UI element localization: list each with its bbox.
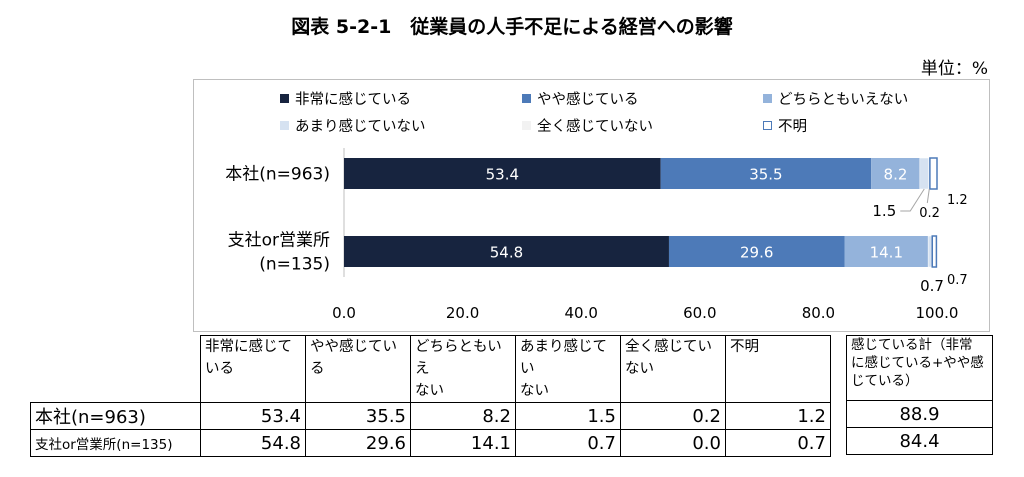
total-cell: 88.9	[846, 400, 993, 428]
bar-segment	[919, 157, 929, 190]
legend-label-6: 不明	[778, 119, 807, 135]
table-row-label: 支社or営業所(n=135)	[30, 429, 201, 457]
legend-item-5: 全く感じていない	[522, 115, 653, 136]
page-title: 図表 5-2-1 従業員の人手不足による経営への影響	[291, 16, 733, 38]
total-row: 84.4	[846, 427, 993, 455]
total-cell: 84.4	[846, 427, 993, 455]
table-cell: 1.5	[515, 402, 621, 430]
table-header-cell: あまり感じてい ない	[515, 335, 621, 403]
table-cell: 14.1	[410, 429, 516, 457]
bar-value-label: 35.5	[749, 166, 782, 184]
chart-frame	[193, 79, 990, 332]
table-cell: 29.6	[305, 429, 411, 457]
bar-segment	[660, 158, 872, 189]
legend-swatch-6	[763, 121, 772, 130]
table-cell: 53.4	[200, 402, 306, 430]
table-header-cell: 全く感じてい ない	[620, 335, 726, 403]
table-row-label: 本社(n=963)	[30, 402, 201, 430]
legend-item-6: 不明	[763, 115, 807, 136]
unit-label: 単位：%	[920, 59, 988, 79]
legend-swatch-4	[280, 121, 289, 130]
total-row: 88.9	[846, 400, 993, 428]
bar-value-label: 29.6	[740, 244, 773, 262]
table-cell: 54.8	[200, 429, 306, 457]
category-label: 本社(n=963)	[225, 165, 330, 185]
bar-value-label: 14.1	[870, 244, 903, 262]
bar-segment	[344, 236, 669, 267]
bar-segment	[844, 236, 929, 267]
table-header-cell: やや感じている	[305, 335, 411, 403]
bar-value-label: 8.2	[884, 166, 908, 184]
data-table: 非常に感じて いる やや感じている どちらともいえ ない あまり感じてい ない 全く感…	[30, 335, 831, 457]
bar-segment	[931, 235, 938, 268]
legend-item-4: あまり感じていない	[280, 115, 426, 136]
table-header-cell: 不明	[725, 335, 831, 403]
x-tick-label: 40.0	[564, 304, 597, 322]
total-header-row: 感じている計（非常 に感じている+やや感 じている）	[846, 335, 993, 401]
outside-value-label: 1.2	[947, 193, 968, 208]
x-tick-label: 100.0	[916, 304, 959, 322]
legend-swatch-5	[522, 121, 531, 130]
legend-item-3: どちらともいえない	[763, 88, 908, 109]
outside-value-label: 0.7	[947, 273, 968, 288]
table-header-row: 非常に感じて いる やや感じている どちらともいえ ない あまり感じてい ない 全く感…	[31, 335, 831, 403]
legend-label-1: 非常に感じている	[295, 92, 411, 108]
legend-swatch-1	[280, 94, 289, 103]
x-tick-label: 60.0	[683, 304, 716, 322]
table-cell: 0.7	[515, 429, 621, 457]
table-cell: 1.2	[725, 402, 831, 430]
legend-item-2: やや感じている	[522, 88, 639, 109]
table-row: 支社or営業所(n=135) 54.8 29.6 14.1 0.7 0.0 0.…	[30, 429, 831, 457]
x-tick-label: 0.0	[332, 304, 356, 322]
x-tick-label: 80.0	[802, 304, 835, 322]
legend-label-5: 全く感じていない	[537, 119, 653, 135]
legend-swatch-3	[763, 94, 772, 103]
category-label: 支社or営業所	[228, 231, 330, 251]
bar-segment	[668, 236, 845, 267]
table-cell: 8.2	[410, 402, 516, 430]
bar-value-label: 54.8	[490, 244, 523, 262]
legend-item-1: 非常に感じている	[280, 88, 411, 109]
table-cell: 0.7	[725, 429, 831, 457]
outside-value-label: 0.2	[919, 206, 940, 221]
legend-label-2: やや感じている	[537, 92, 639, 108]
table-header-cell: どちらともいえ ない	[410, 335, 516, 403]
outside-value-label: 1.5	[872, 202, 896, 220]
table-row: 本社(n=963) 53.4 35.5 8.2 1.5 0.2 1.2	[30, 402, 831, 430]
bar-segment	[344, 158, 661, 189]
legend-swatch-2	[522, 94, 531, 103]
outside-value-label: 0.7	[920, 277, 944, 295]
table-cell: 0.0	[620, 429, 726, 457]
bar-segment	[929, 157, 938, 190]
total-table: 感じている計（非常 に感じている+やや感 じている） 88.9 84.4	[846, 335, 993, 455]
table-corner	[31, 336, 201, 403]
table-cell: 0.2	[620, 402, 726, 430]
bar-value-label: 53.4	[486, 166, 519, 184]
leader-line	[926, 188, 930, 204]
bar-segment	[871, 158, 920, 189]
total-header-cell: 感じている計（非常 に感じている+やや感 じている）	[846, 335, 993, 401]
category-label: (n=135)	[259, 255, 330, 275]
legend-label-4: あまり感じていない	[295, 119, 426, 135]
table-header-cell: 非常に感じて いる	[200, 335, 306, 403]
leader-line	[900, 188, 925, 212]
legend-label-3: どちらともいえない	[778, 92, 909, 108]
x-tick-label: 20.0	[446, 304, 479, 322]
table-cell: 35.5	[305, 402, 411, 430]
